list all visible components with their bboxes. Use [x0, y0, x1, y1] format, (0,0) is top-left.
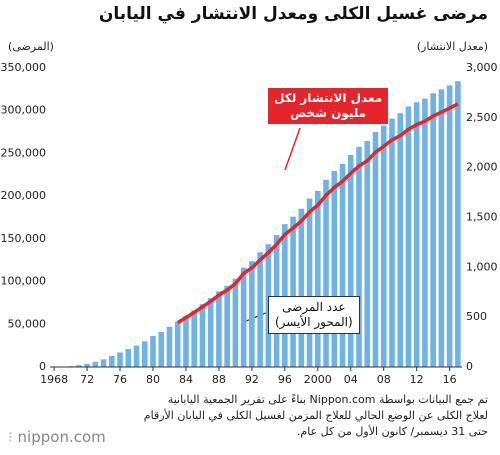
x-tick-label: 88	[212, 373, 226, 386]
bar	[240, 267, 247, 367]
x-tick-label: 08	[377, 373, 391, 386]
y-tick-label: 50,000	[8, 317, 47, 330]
bar	[438, 89, 445, 367]
x-tick-label: 76	[113, 373, 127, 386]
bar	[405, 106, 412, 368]
y2-tick-label: 2,000	[466, 161, 498, 174]
annotation-pointer	[243, 311, 269, 323]
x-tick-label: 04	[344, 373, 358, 386]
y2-tick-label: 2,500	[466, 111, 498, 124]
annotation-line: معدل الانتشار لكل	[274, 91, 383, 105]
bar	[282, 224, 288, 367]
x-tick-label: 80	[146, 373, 160, 386]
y-tick-label: 0	[39, 360, 46, 373]
chart-title: مرضى غسيل الكلى ومعدل الانتشار في اليابا…	[98, 4, 488, 24]
bar	[422, 98, 428, 367]
x-tick-label: 96	[278, 373, 292, 386]
bar	[158, 331, 165, 367]
bar	[216, 291, 222, 367]
bar	[117, 352, 123, 367]
annotation-line: عدد المرضى	[282, 300, 346, 314]
bar	[191, 310, 198, 367]
bar	[455, 81, 461, 368]
bar	[257, 252, 263, 367]
bar	[356, 146, 362, 367]
annotation-pointer	[284, 127, 301, 171]
x-tick-label: 16	[443, 373, 457, 386]
y-axis-label: (المرضى)	[8, 40, 54, 53]
source: nippon.com	[17, 428, 106, 446]
bar	[141, 341, 148, 367]
bar	[108, 355, 115, 367]
bar	[166, 326, 173, 367]
y-tick-label: 350,000	[1, 61, 47, 74]
y2-tick-label: 0	[466, 360, 473, 373]
bar	[183, 315, 189, 367]
bar	[249, 261, 255, 367]
x-tick-label: 2000	[304, 373, 332, 386]
annotation-line: مليون شخص	[290, 106, 367, 120]
footnote-line: لعلاج الكلى عن الوضع الحالي للعلاج المزم…	[143, 409, 488, 422]
bar	[290, 216, 296, 367]
bar-annotation: عدد المرضى (المحور الأيسر)	[268, 296, 360, 334]
bar	[430, 93, 436, 367]
bar	[372, 131, 379, 367]
bar	[323, 179, 329, 367]
y2-tick-label: 500	[466, 310, 487, 323]
bar	[339, 163, 346, 367]
bar	[100, 359, 107, 367]
y2-tick-label: 1,500	[466, 211, 498, 224]
bar	[397, 113, 404, 368]
bar	[76, 365, 82, 367]
bar	[150, 335, 156, 367]
y2-axis-label: (معدل الانتشار)	[416, 40, 488, 53]
bar	[389, 118, 395, 367]
x-tick-label: 12	[410, 373, 424, 386]
bar	[125, 349, 132, 367]
footnote: تم جمع البيانات بواسطة Nippon.com بناءً …	[144, 392, 488, 440]
y-tick-label: 150,000	[1, 232, 47, 245]
y2-tick-label: 1,000	[466, 260, 498, 273]
line	[176, 102, 459, 325]
bar	[446, 85, 453, 367]
y2-tick-label: 3,000	[466, 61, 498, 74]
bar	[84, 363, 90, 367]
bar	[199, 304, 206, 367]
bar	[133, 345, 140, 367]
x-tick-label: 1968	[40, 373, 68, 386]
y-tick-label: 300,000	[1, 104, 47, 117]
bar	[232, 278, 239, 367]
bar	[92, 361, 99, 367]
footnote-line: حتى 31 ديسمبر/ كانون الأول من كل عام.	[296, 425, 488, 438]
bar	[224, 285, 230, 367]
bar	[413, 102, 420, 367]
x-tick-label: 84	[179, 373, 193, 386]
source-logo: ⁝ nippon.com	[8, 428, 106, 446]
bar	[314, 190, 321, 367]
bar	[298, 208, 305, 367]
x-tick-label: 92	[245, 373, 259, 386]
bar	[331, 170, 338, 367]
y-tick-label: 250,000	[1, 146, 47, 159]
bar	[380, 125, 387, 368]
line-annotation: معدل الانتشار لكل مليون شخص	[268, 88, 389, 124]
y-tick-label: 100,000	[1, 275, 47, 288]
footnote-line: تم جمع البيانات بواسطة Nippon.com بناءً …	[167, 393, 488, 406]
bar	[306, 198, 313, 367]
annotation-line: (المحور الأيسر)	[275, 315, 353, 329]
bar	[207, 298, 214, 367]
bar	[174, 321, 181, 367]
x-tick-label: 72	[80, 373, 94, 386]
bar	[347, 154, 354, 367]
bar	[364, 141, 371, 367]
y-tick-label: 200,000	[1, 189, 47, 202]
